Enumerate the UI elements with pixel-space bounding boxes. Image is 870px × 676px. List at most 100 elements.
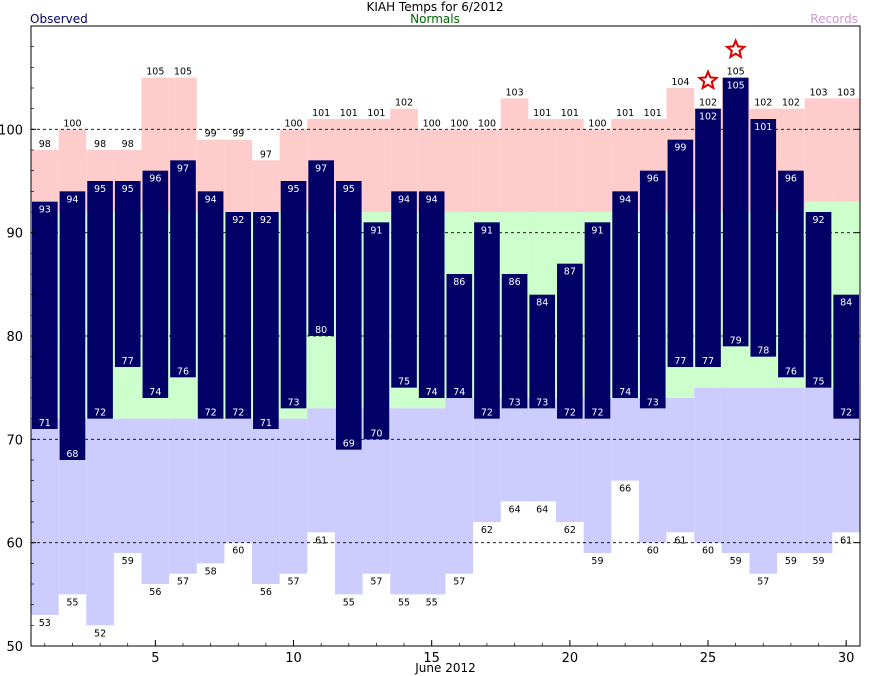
record-low-label: 60 [647,546,659,557]
record-low-band [279,418,308,574]
record-high-band [362,119,391,212]
observed-low-label: 72 [94,408,106,419]
x-axis-label: June 2012 [414,661,476,675]
record-high-label: 104 [671,77,689,88]
record-high-label: 98 [94,139,106,150]
record-low-band [638,398,667,543]
record-low-label: 56 [260,587,272,598]
observed-bar [87,181,113,419]
record-high-label: 103 [837,87,855,98]
record-low-band [777,387,805,553]
record-low-band [417,408,446,595]
record-low-band [307,408,335,533]
record-low-band [252,418,280,584]
record-low-label: 58 [205,566,217,577]
observed-low-label: 75 [813,377,825,388]
observed-high-label: 94 [426,194,438,205]
observed-high-label: 94 [205,194,217,205]
observed-bar [639,170,666,409]
record-low-band [390,408,418,595]
record-low-label: 64 [509,504,521,515]
observed-high-label: 96 [647,174,659,185]
record-low-label: 62 [564,525,576,536]
record-low-label: 64 [536,504,548,515]
record-low-label: 55 [66,597,78,608]
observed-low-label: 78 [757,346,769,357]
y-tick-label: 70 [6,433,23,448]
legend-observed: Observed [30,12,88,26]
legend-normals: Normals [410,12,460,26]
observed-bar [833,294,859,419]
observed-high-label: 92 [260,215,272,226]
observed-low-label: 77 [702,356,714,367]
record-high-label: 99 [205,129,217,140]
record-low-band [500,398,529,502]
record-low-band [804,387,833,553]
observed-bar [695,108,721,368]
observed-high-label: 94 [66,194,78,205]
x-tick-label: 30 [838,651,855,666]
record-high-label: 98 [122,139,134,150]
observed-high-label: 94 [619,194,631,205]
observed-bar [280,181,307,409]
observed-low-label: 76 [177,366,189,377]
observed-bar [778,170,804,378]
observed-low-label: 70 [370,428,382,439]
record-high-label: 100 [588,118,606,129]
observed-high-label: 96 [149,174,161,185]
observed-bar [667,139,694,367]
record-high-label: 98 [39,139,51,150]
record-low-label: 57 [757,577,769,588]
observed-bar [446,274,473,398]
y-tick-label: 60 [6,537,23,552]
record-low-label: 59 [730,556,742,567]
record-high-band [528,119,557,212]
record-high-label: 100 [284,118,302,129]
x-tick-label: 25 [700,651,717,666]
observed-bar [225,212,252,419]
record-low-band [86,418,114,626]
observed-bar [391,191,417,388]
record-high-band [445,129,474,212]
observed-high-label: 87 [564,267,576,278]
record-star-icon [696,69,720,91]
record-low-label: 57 [453,577,465,588]
record-high-band [252,160,280,212]
record-low-label: 56 [149,587,161,598]
observed-high-label: 84 [840,298,852,309]
observed-high-label: 84 [536,298,548,309]
observed-high-label: 102 [699,112,717,123]
record-low-label: 59 [122,556,134,567]
observed-high-label: 95 [94,184,106,195]
record-low-band [445,398,474,574]
record-low-label: 60 [232,546,244,557]
observed-bar [363,222,390,440]
record-high-label: 102 [754,98,772,109]
observed-low-label: 75 [398,377,410,388]
record-low-label: 61 [674,535,686,546]
record-high-band [473,129,501,212]
record-high-band [556,119,584,212]
y-tick-label: 100 [0,123,23,138]
record-high-band [832,98,860,202]
record-low-label: 57 [287,577,299,588]
record-high-label: 105 [174,67,192,78]
record-low-band [749,387,778,574]
observed-low-label: 73 [536,397,548,408]
record-high-band [583,129,612,212]
record-low-label: 55 [398,597,410,608]
y-tick-label: 50 [6,640,23,655]
observed-high-label: 86 [453,277,465,288]
observed-high-label: 92 [813,215,825,226]
record-low-band [528,398,557,502]
observed-low-label: 68 [66,449,78,460]
record-high-label: 102 [395,98,413,109]
observed-bar [418,191,445,398]
observed-bar [335,181,362,450]
x-tick-label: 20 [562,651,579,666]
record-high-label: 102 [782,98,800,109]
record-high-label: 101 [340,108,358,119]
observed-bar [529,294,556,409]
record-low-band [31,418,59,615]
observed-high-label: 86 [509,277,521,288]
